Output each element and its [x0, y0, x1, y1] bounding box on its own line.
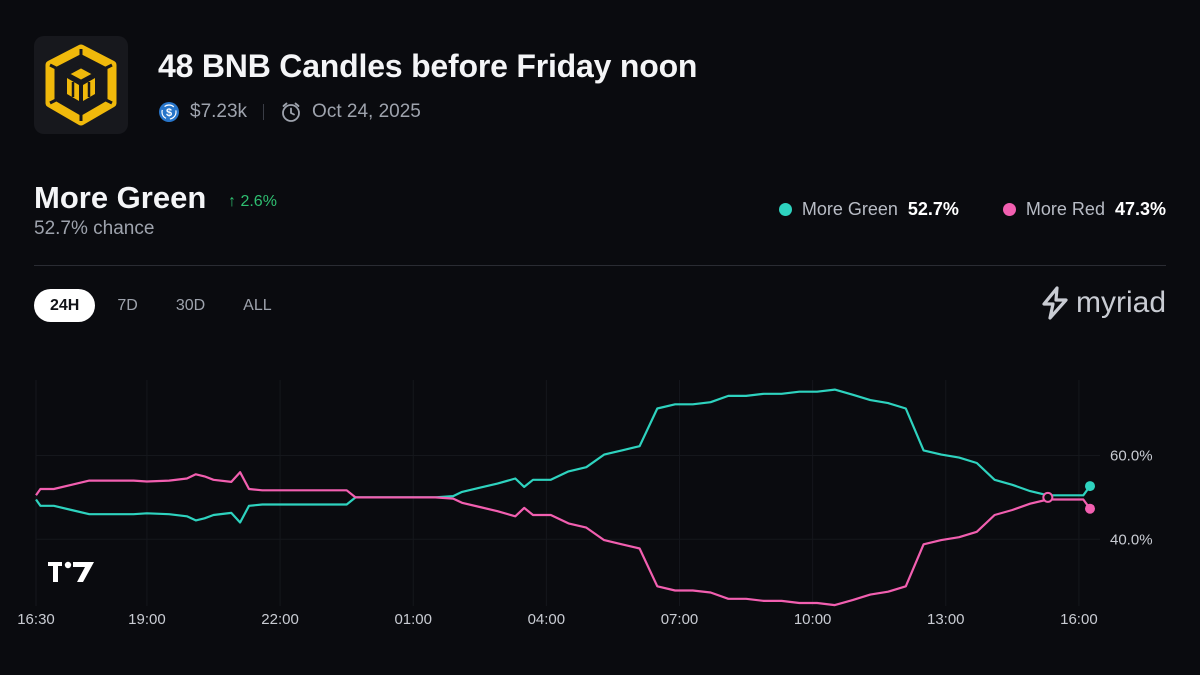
svg-text:$: $	[166, 107, 172, 119]
outcome-name: More Green	[34, 180, 207, 215]
series-endpoint-more-green	[1085, 481, 1095, 492]
legend-label: More Red	[1025, 199, 1105, 219]
y-tick-label: 60.0%	[1110, 447, 1153, 464]
range-tabs: 24H 7D 30D ALL	[34, 289, 288, 322]
outcome-chance: 52.7% chance	[34, 218, 155, 239]
market-title: 48 BNB Candles before Friday noon	[158, 48, 698, 84]
tradingview-logo-icon	[48, 561, 94, 582]
myriad-brand: myriad	[1040, 286, 1166, 320]
x-tick-label: 22:00	[261, 611, 299, 628]
x-tick-label: 16:00	[1060, 611, 1098, 628]
chart-legend: More Green 52.7% More Red 47.3%	[778, 199, 1166, 220]
outcome-change-value: 2.6%	[240, 193, 277, 210]
myriad-logo-icon	[1042, 286, 1068, 320]
series-line-more-red	[35, 471, 1091, 607]
legend-item-more-red[interactable]: More Red 47.3%	[1002, 199, 1166, 220]
x-tick-label: 04:00	[528, 611, 566, 628]
x-tick-label: 13:00	[927, 611, 965, 628]
y-tick-label: 40.0%	[1110, 531, 1153, 548]
tab-24h[interactable]: 24H	[34, 289, 96, 322]
series-endpoint-more-red	[1085, 503, 1095, 514]
y-axis: 60.0% 40.0%	[1110, 447, 1153, 548]
chart-lines	[35, 388, 1095, 607]
market-meta: $ $7.23k Oct 24, 2025	[158, 99, 421, 125]
chart-grid	[35, 380, 1100, 606]
legend-dot-red	[1002, 203, 1016, 216]
legend-value: 47.3%	[1114, 199, 1166, 219]
x-tick-label: 07:00	[661, 611, 699, 628]
legend-item-more-green[interactable]: More Green 52.7%	[778, 199, 959, 220]
x-tick-label: 01:00	[394, 611, 432, 628]
legend-dot-green	[778, 203, 792, 216]
tab-7d[interactable]: 7D	[117, 296, 138, 314]
market-end-date: Oct 24, 2025	[312, 101, 421, 122]
brand-name: myriad	[1075, 286, 1166, 319]
x-tick-label: 19:00	[128, 611, 166, 628]
x-axis: 16:30 19:00 22:00 01:00 04:00 07:00 10:00 13:00…	[17, 611, 1097, 628]
x-tick-label: 10:00	[794, 611, 832, 628]
series-line-more-green	[35, 388, 1091, 524]
section-divider	[34, 265, 1166, 266]
legend-label: More Green	[801, 199, 898, 219]
x-tick-label: 16:30	[17, 611, 55, 628]
outcome-change: ↑ 2.6%	[228, 193, 277, 211]
meta-divider	[263, 104, 265, 120]
legend-value: 52.7%	[907, 199, 959, 219]
bnb-cube-icon	[45, 44, 117, 126]
tab-30d[interactable]: 30D	[175, 296, 206, 314]
market-logo	[34, 36, 128, 134]
chart-svg: 60.0% 40.0% 16:30 19:00 22:00 01:00 04:00 07:0…	[17, 380, 1153, 628]
market-volume: $7.23k	[190, 101, 248, 122]
usdc-coin-icon: $	[159, 102, 179, 122]
arrow-up-icon: ↑	[228, 193, 236, 210]
tab-all[interactable]: ALL	[243, 296, 272, 314]
crossover-marker	[1042, 491, 1054, 503]
price-chart: 60.0% 40.0% 16:30 19:00 22:00 01:00 04:00 07:0…	[0, 370, 1200, 675]
clock-icon	[282, 102, 300, 122]
